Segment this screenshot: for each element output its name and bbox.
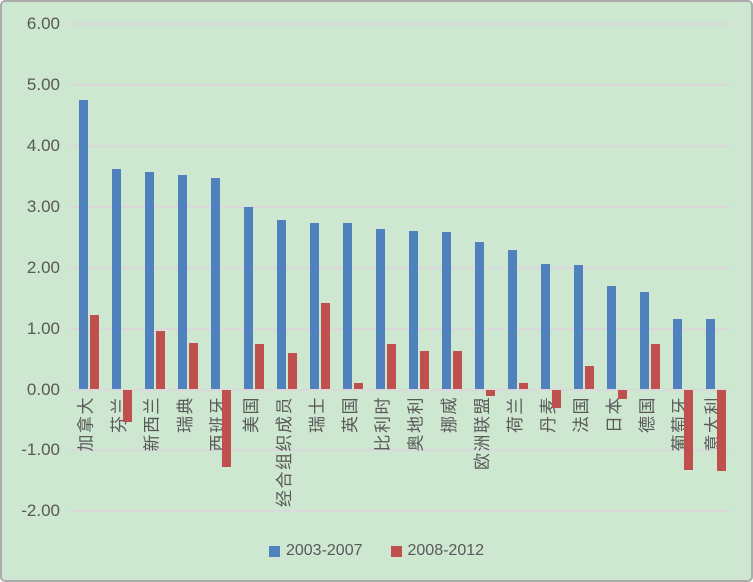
bar-2003-2007 bbox=[409, 230, 418, 390]
x-axis-category-label: 新西兰 bbox=[142, 396, 162, 452]
x-axis-category-label: 欧洲联盟 bbox=[472, 396, 492, 470]
bar-2008-2012 bbox=[90, 315, 99, 390]
bar-2003-2007 bbox=[442, 232, 451, 390]
bar-2003-2007 bbox=[706, 319, 715, 390]
bar-2003-2007 bbox=[541, 264, 550, 390]
x-axis-category-label: 荷兰 bbox=[505, 396, 525, 433]
bar-2008-2012 bbox=[321, 303, 330, 390]
bar-2008-2012 bbox=[288, 352, 297, 390]
bar-2003-2007 bbox=[244, 207, 253, 390]
y-axis-tick-label: 6.00 bbox=[26, 14, 60, 34]
legend-label-2008-2012: 2008-2012 bbox=[407, 542, 485, 559]
gridline bbox=[70, 449, 730, 452]
bar-2008-2012 bbox=[453, 351, 462, 390]
bar-2003-2007 bbox=[673, 318, 682, 390]
y-axis-tick-label: 3.00 bbox=[26, 196, 60, 216]
bar-2008-2012 bbox=[684, 389, 693, 471]
bar-2003-2007 bbox=[475, 242, 484, 390]
legend: 2003-2007 2008-2012 bbox=[2, 542, 751, 560]
y-axis-tick-label: 5.00 bbox=[26, 75, 60, 94]
bar-2003-2007 bbox=[145, 172, 154, 390]
x-axis-category-label: 经合组织成员 bbox=[274, 396, 294, 507]
gridline bbox=[70, 84, 730, 86]
legend-swatch-blue bbox=[268, 545, 280, 557]
bar-2003-2007 bbox=[640, 292, 649, 390]
bar-2008-2012 bbox=[222, 389, 231, 467]
x-axis-category-label: 德国 bbox=[637, 396, 657, 433]
bar-2003-2007 bbox=[79, 99, 88, 390]
bar-2008-2012 bbox=[552, 389, 561, 409]
bar-2003-2007 bbox=[211, 177, 220, 390]
bar-2008-2012 bbox=[420, 351, 429, 390]
x-axis-category-label: 加拿大 bbox=[76, 396, 96, 452]
y-axis-tick-label: 4.00 bbox=[26, 135, 60, 155]
x-axis-category-label: 奥地利 bbox=[406, 396, 426, 452]
bar-2008-2012 bbox=[123, 389, 132, 422]
bar-2003-2007 bbox=[376, 229, 385, 390]
y-axis-tick-label: 0.00 bbox=[26, 379, 60, 399]
bar-2003-2007 bbox=[508, 250, 517, 390]
bar-2008-2012 bbox=[354, 383, 363, 390]
bar-2003-2007 bbox=[112, 169, 121, 390]
y-axis-tick-label: -1.00 bbox=[21, 440, 60, 460]
bar-2003-2007 bbox=[574, 264, 583, 390]
bar-2008-2012 bbox=[255, 344, 264, 390]
bar-2008-2012 bbox=[486, 389, 495, 396]
bar-2008-2012 bbox=[651, 343, 660, 390]
gridline bbox=[70, 388, 730, 391]
legend-label-2003-2007: 2003-2007 bbox=[285, 542, 363, 559]
x-axis-category-label: 比利时 bbox=[373, 396, 393, 452]
x-axis-category-label: 挪威 bbox=[439, 396, 459, 433]
bar-2003-2007 bbox=[178, 175, 187, 390]
y-axis-tick-label: -2.00 bbox=[21, 501, 60, 521]
x-axis-category-label: 日本 bbox=[604, 396, 624, 433]
bar-2003-2007 bbox=[343, 223, 352, 390]
x-axis-category-label: 瑞士 bbox=[307, 396, 327, 433]
bar-2003-2007 bbox=[310, 223, 319, 390]
y-axis-tick-label: 2.00 bbox=[26, 257, 60, 277]
x-axis-category-label: 法国 bbox=[571, 396, 591, 433]
bar-2008-2012 bbox=[717, 389, 726, 472]
gridline bbox=[70, 144, 730, 147]
gridline bbox=[70, 510, 730, 513]
bar-2003-2007 bbox=[277, 220, 286, 390]
x-axis-category-label: 英国 bbox=[340, 396, 360, 433]
gridline bbox=[70, 327, 730, 330]
bar-2008-2012 bbox=[618, 389, 627, 399]
y-axis-tick-label: 1.00 bbox=[26, 318, 60, 338]
legend-item-2003-2007: 2003-2007 bbox=[268, 542, 363, 560]
legend-swatch-red bbox=[390, 545, 402, 557]
legend-item-2008-2012: 2008-2012 bbox=[390, 542, 485, 560]
gridline bbox=[70, 266, 730, 269]
bar-2008-2012 bbox=[156, 331, 165, 390]
bar-2008-2012 bbox=[189, 343, 198, 390]
bar-2003-2007 bbox=[607, 285, 616, 390]
bar-2008-2012 bbox=[387, 344, 396, 390]
gridline bbox=[70, 23, 730, 26]
x-axis-category-label: 美国 bbox=[241, 396, 261, 433]
bar-2008-2012 bbox=[585, 366, 594, 390]
bar-2008-2012 bbox=[519, 383, 528, 390]
x-axis-category-label: 瑞典 bbox=[175, 396, 195, 433]
gridline bbox=[70, 205, 730, 208]
